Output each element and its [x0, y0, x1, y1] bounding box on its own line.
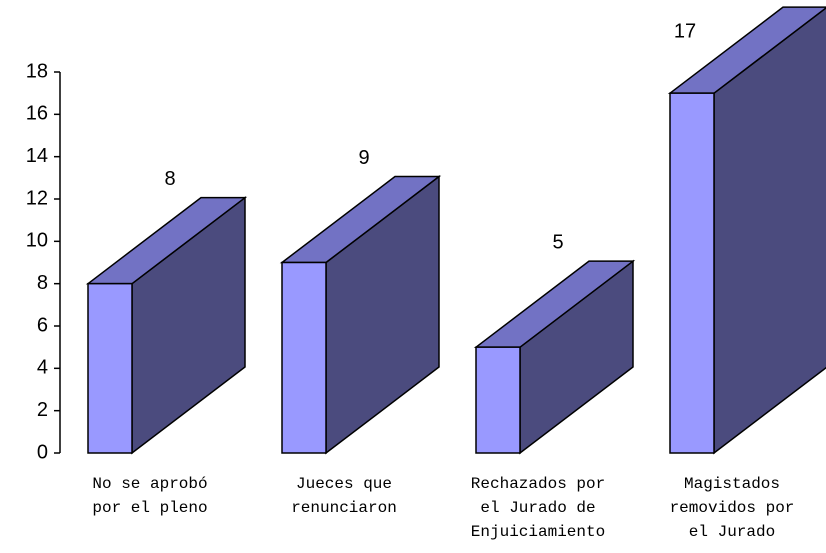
y-tick-label: 4: [37, 357, 48, 379]
y-tick-label: 10: [26, 230, 48, 252]
y-tick-label: 16: [26, 103, 48, 125]
x-tick-label: Jueces que renunciaron: [291, 475, 397, 517]
y-tick-label: 18: [26, 60, 48, 82]
data-label: 9: [358, 147, 369, 169]
y-tick-label: 12: [26, 187, 48, 209]
x-tick-label: No se aprobó por el pleno: [92, 475, 208, 517]
x-tick-label: Rechazados por el Jurado de Enjuiciamien…: [470, 475, 606, 541]
x-tick-label: Magistados removidos por el Jurado: [669, 475, 795, 541]
data-label: 5: [552, 231, 563, 253]
y-tick-label: 0: [37, 441, 48, 463]
bar: [281, 261, 327, 454]
bar: [475, 346, 521, 454]
data-label: 8: [164, 168, 175, 190]
bar: [87, 282, 133, 454]
y-tick-label: 2: [37, 399, 48, 421]
data-label: 17: [674, 20, 696, 42]
y-tick-label: 14: [26, 145, 48, 167]
bar: [669, 92, 715, 454]
y-tick-label: 8: [37, 272, 48, 294]
y-tick-label: 6: [37, 314, 48, 336]
